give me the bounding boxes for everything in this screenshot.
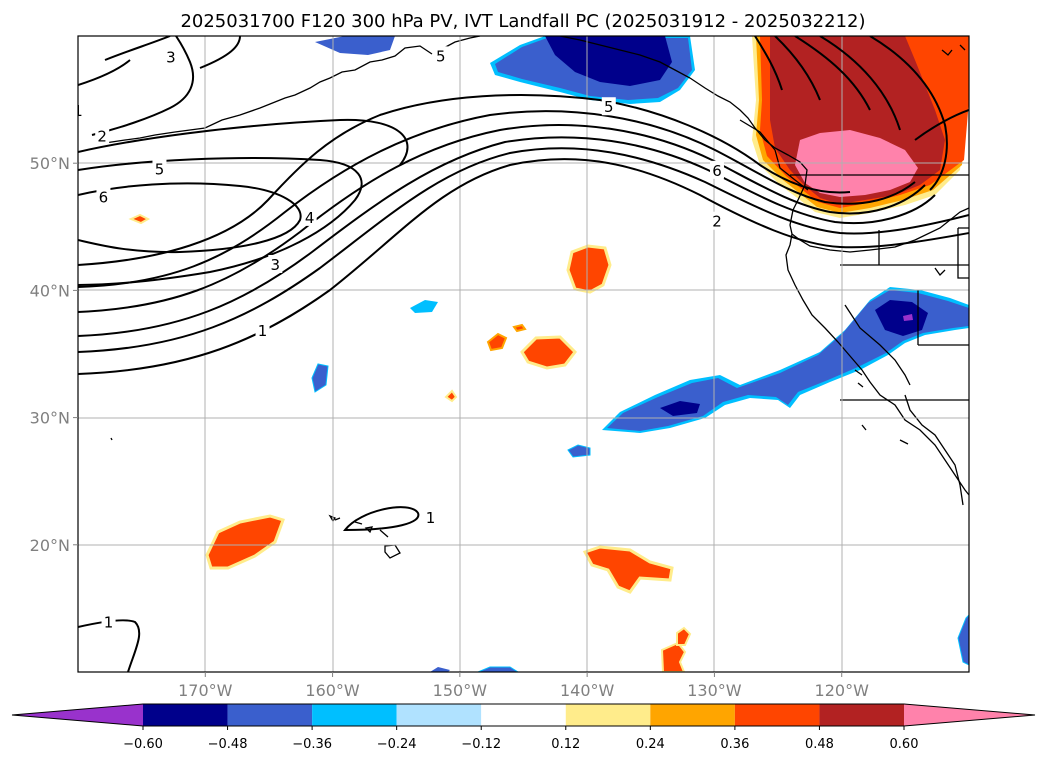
contour-label-bg <box>152 159 167 178</box>
contour-label-bg <box>709 160 724 179</box>
colorbar-tick-label: −0.12 <box>461 737 501 752</box>
colorbar-tick-label: 0.48 <box>805 737 834 752</box>
colorbar-tick-label: −0.60 <box>123 737 163 752</box>
contour-label: 5 <box>436 47 446 65</box>
small-negative-patches <box>311 300 969 672</box>
negative-anomaly-band-southwest <box>602 287 969 433</box>
contour-label-bg <box>163 47 178 66</box>
colorbar: −0.60 −0.48 −0.36 −0.24 −0.12 0.12 0.24 0.36 0.4… <box>11 703 1036 752</box>
colorbar-extend-low <box>12 704 143 726</box>
contour-label: 3 <box>166 49 176 67</box>
contour-label: 5 <box>155 161 165 179</box>
contour-label: 1 <box>258 322 268 340</box>
positive-anomaly-region-northwest <box>752 36 969 218</box>
contour-label-bg <box>101 612 116 631</box>
contour-label: 4 <box>305 209 315 227</box>
contour-label: 1 <box>104 613 114 631</box>
colorbar-segment <box>227 704 313 726</box>
contour-label: 6 <box>99 189 109 207</box>
pv-contours <box>78 36 969 672</box>
colorbar-segment <box>481 704 566 726</box>
contour-label-bg <box>302 207 317 226</box>
chart-title: 2025031700 F120 300 hPa PV, IVT Landfall… <box>180 11 865 32</box>
contour-label: 1 <box>426 509 436 527</box>
contour-label-bg <box>95 126 110 145</box>
colorbar-extend-high <box>904 704 1035 726</box>
positive-anomaly-patches <box>128 213 692 672</box>
negative-anomaly-region-alaska <box>490 36 695 104</box>
contour-label-bg <box>433 46 448 65</box>
colorbar-tick-label: 0.12 <box>551 737 580 752</box>
longitude-ticks: 170°W 160°W 150°W 140°W 130°W 120°W <box>178 672 869 700</box>
contour-label: 6 <box>712 162 722 180</box>
lon-tick-label: 150°W <box>433 681 488 700</box>
colorbar-tick-label: −0.48 <box>208 737 248 752</box>
contour-label-bg <box>255 321 270 340</box>
colorbar-segment <box>312 704 397 726</box>
contour-label-bg <box>268 254 283 273</box>
contour-label: 2 <box>97 127 107 145</box>
negative-anomaly-region-aleutian <box>315 36 395 55</box>
colorbar-segment <box>143 704 228 726</box>
contour-label-bg <box>709 211 724 230</box>
contour-label: 2 <box>712 213 722 231</box>
colorbar-tick-label: 0.24 <box>636 737 665 752</box>
lon-tick-label: 120°W <box>815 681 870 700</box>
map-frame <box>77 35 970 673</box>
contour-label-bg <box>78 101 85 120</box>
lon-tick-label: 140°W <box>560 681 615 700</box>
colorbar-segment <box>734 704 820 726</box>
lat-tick-label: 50°N <box>30 154 70 173</box>
colorbar-tick-label: −0.36 <box>292 737 332 752</box>
colorbar-tick-label: 0.36 <box>720 737 749 752</box>
contour-label-bg <box>423 508 438 527</box>
lon-tick-label: 170°W <box>178 681 233 700</box>
contour-label: 3 <box>271 256 281 274</box>
colorbar-tick-label: −0.24 <box>377 737 417 752</box>
colorbar-tick-label: 0.60 <box>890 737 919 752</box>
contour-label: 5 <box>604 98 614 116</box>
colorbar-segment <box>565 704 651 726</box>
lat-tick-label: 30°N <box>30 409 70 428</box>
lon-tick-label: 160°W <box>305 681 360 700</box>
colorbar-segment <box>650 704 735 726</box>
colorbar-segment <box>396 704 482 726</box>
contour-label-bg <box>96 187 111 206</box>
colorbar-segment <box>819 704 904 726</box>
lon-tick-label: 130°W <box>687 681 742 700</box>
latitude-ticks: 20°N 30°N 40°N 50°N <box>30 154 78 555</box>
contour-label-bg <box>601 97 616 116</box>
lat-tick-label: 20°N <box>30 536 70 555</box>
contour-label: 1 <box>73 102 83 120</box>
lat-tick-label: 40°N <box>30 281 70 300</box>
